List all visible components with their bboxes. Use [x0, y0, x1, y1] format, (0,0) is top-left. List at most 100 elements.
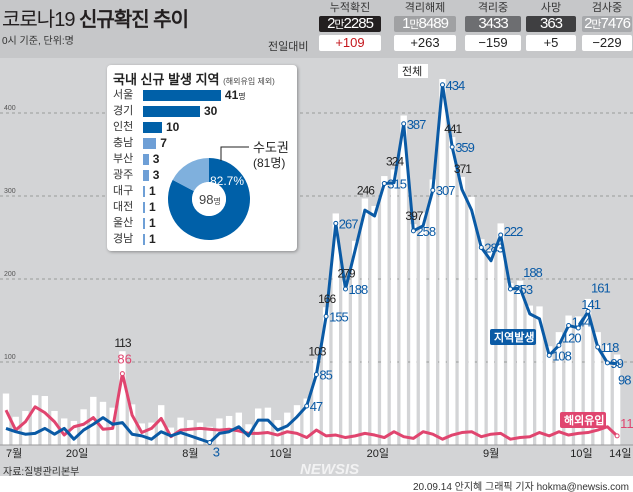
region-row: 광주 3	[113, 167, 159, 183]
region-bar	[143, 90, 221, 101]
region-row: 충남 7	[113, 135, 167, 151]
callout-line	[220, 146, 249, 161]
total-label: 113	[114, 336, 131, 350]
x-tick-label: 10일	[270, 446, 292, 460]
total-bar	[22, 410, 29, 445]
total-bar	[526, 305, 533, 445]
region-row: 대구 1	[113, 183, 156, 199]
x-tick-label: 7월	[6, 447, 22, 460]
local-label: 188	[523, 265, 542, 280]
local-point	[410, 228, 416, 234]
donut-callout: 수도권	[253, 140, 289, 155]
compare-label: 전일대비	[268, 41, 309, 53]
total-bar	[255, 408, 262, 445]
region-value: 10	[166, 120, 180, 134]
region-name: 인천	[113, 121, 134, 133]
region-value: 30	[204, 104, 218, 118]
region-name: 서울	[113, 89, 134, 101]
local-point	[585, 308, 591, 314]
local-point	[207, 440, 213, 446]
local-legend-box	[490, 329, 536, 345]
region-name: 경남	[113, 233, 134, 245]
total-bar	[555, 332, 563, 445]
total-bar	[284, 412, 291, 445]
x-tick-label: 20일	[66, 446, 88, 460]
region-bar	[143, 202, 145, 213]
footer-bar	[0, 476, 633, 492]
stat-3: 사망 363 +5	[526, 0, 576, 51]
local-label: 307	[436, 183, 455, 198]
total-bar	[51, 410, 58, 445]
total-bar	[70, 420, 78, 445]
x-tick-label: 8월	[182, 447, 198, 460]
stat-diff: +109	[319, 35, 381, 51]
local-label: 359	[455, 140, 474, 155]
stat-label: 격리해제	[404, 2, 446, 14]
total-bar	[390, 169, 398, 445]
stat-label: 격리중	[477, 2, 509, 14]
total-bar	[41, 396, 48, 445]
local-point	[304, 403, 310, 409]
page-title: 코로나19 신규확진 추이	[2, 3, 189, 32]
stat-value: 363	[526, 16, 576, 32]
local-label: 98	[618, 373, 631, 388]
subtitle: 0시 기준, 단위:명	[2, 36, 74, 47]
stat-1: 격리해제 1만8489 +263	[394, 0, 456, 51]
total-label: 166	[318, 292, 336, 306]
stat-value: 2만7476	[582, 16, 632, 32]
x-tick-label: 9월	[483, 447, 499, 460]
source: 자료:질병관리본부	[3, 467, 80, 478]
local-point	[440, 82, 445, 88]
local-label: 267	[339, 216, 358, 231]
total-bar	[99, 401, 107, 445]
donut-other-slice	[172, 158, 209, 192]
total-bar	[303, 398, 310, 445]
local-label: 141	[581, 297, 600, 312]
stat-4: 검사중 2만7476 −229	[582, 0, 632, 51]
region-value: 41명	[224, 88, 246, 102]
y-tick-label: 100	[4, 354, 16, 361]
total-bar	[478, 239, 485, 445]
local-point	[595, 344, 601, 350]
region-bar	[143, 218, 145, 229]
total-bar	[119, 351, 126, 445]
local-label: 161	[591, 280, 610, 295]
total-bar	[604, 344, 611, 445]
total-bar	[216, 418, 223, 445]
local-label: 144	[572, 314, 591, 329]
region-name: 대구	[113, 185, 134, 197]
region-row: 서울 41명	[113, 87, 246, 103]
imported-legend-box	[560, 412, 606, 428]
imported-line	[4, 372, 619, 441]
total-bar	[565, 315, 572, 445]
y-tick-label: 300	[4, 188, 16, 195]
local-label: 434	[446, 78, 465, 93]
total-bar	[206, 426, 213, 445]
local-label: 283	[484, 240, 503, 255]
local-point	[323, 313, 329, 319]
total-bar	[410, 224, 417, 445]
region-value: 1	[149, 200, 156, 214]
region-name: 울산	[113, 217, 134, 229]
region-bar	[143, 186, 145, 197]
region-inset: 국내 신규 발생 지역 (해외유입 제외) 서울 41명 경기 30 인천 10 충남 7 부산…	[107, 65, 297, 251]
total-bar	[313, 359, 320, 445]
total-bar	[138, 423, 145, 445]
x-tick-label: 10일	[570, 446, 592, 460]
region-value: 7	[160, 136, 167, 150]
total-bar	[536, 306, 543, 445]
local-label: 222	[504, 224, 523, 239]
inset-title: 국내 신규 발생 지역 (해외유입 제외)	[113, 69, 275, 88]
total-label: 246	[357, 183, 375, 197]
region-row: 부산 3	[113, 151, 159, 167]
total-bar	[90, 396, 97, 445]
inset-note: (해외유입 제외)	[223, 77, 275, 86]
total-label: 397	[405, 209, 423, 223]
stat-diff: −159	[465, 35, 521, 51]
total-bar	[439, 78, 446, 445]
local-point	[614, 361, 620, 367]
local-point	[566, 322, 572, 328]
local-label: 188	[349, 282, 368, 297]
total-bar	[196, 422, 204, 445]
local-label: 108	[552, 348, 571, 363]
